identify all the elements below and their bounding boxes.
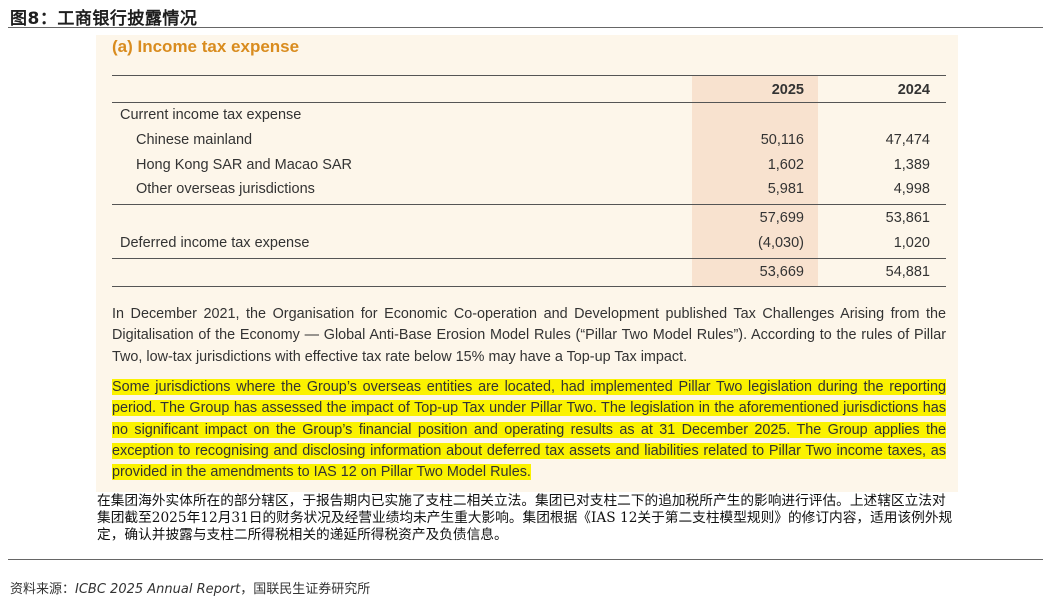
subtotal-row: 57,699 53,861 xyxy=(112,208,946,230)
figure-title: 图8：工商银行披露情况 xyxy=(10,9,198,29)
value-2024: 53,861 xyxy=(885,210,930,226)
top-divider xyxy=(8,27,1043,28)
chinese-translation: 在集团海外实体所在的部分辖区，于报告期内已实施了支柱二相关立法。集团已对支柱二下… xyxy=(97,493,953,543)
table-row: Other overseas jurisdictions 5,981 4,998 xyxy=(112,179,946,201)
row-label: Deferred income tax expense xyxy=(120,235,310,251)
table-row: Chinese mainland 50,116 47,474 xyxy=(112,130,946,152)
bottom-divider xyxy=(8,559,1043,560)
translation-box xyxy=(96,492,958,548)
value-2024: 1,020 xyxy=(893,235,930,251)
value-2025: 50,116 xyxy=(760,132,804,148)
table-row: Deferred income tax expense (4,030) 1,02… xyxy=(112,233,946,255)
current-year-column-shade xyxy=(692,75,818,286)
value-2024: 1,389 xyxy=(893,157,930,173)
row-label: Other overseas jurisdictions xyxy=(136,181,315,197)
source-suffix: ，国联民生证券研究所 xyxy=(240,582,371,597)
subtotal-rule xyxy=(112,204,946,205)
value-2024: 54,881 xyxy=(885,264,930,280)
source-note: 资料来源：ICBC 2025 Annual Report，国联民生证券研究所 xyxy=(10,578,370,597)
table-header-row: 2025 2024 xyxy=(112,80,946,102)
value-2025: (4,030) xyxy=(758,235,804,251)
source-report-title: ICBC 2025 Annual Report xyxy=(75,582,241,597)
highlighted-text: Some jurisdictions where the Group’s ove… xyxy=(112,379,946,481)
row-label: Chinese mainland xyxy=(136,132,253,148)
value-2025: 57,699 xyxy=(759,210,804,226)
table-row: Hong Kong SAR and Macao SAR 1,602 1,389 xyxy=(112,155,946,177)
value-2025: 5,981 xyxy=(767,181,804,197)
column-header-2025: 2025 xyxy=(771,82,804,98)
value-2024: 47,474 xyxy=(885,132,930,148)
column-header-2024: 2024 xyxy=(897,82,930,98)
table-bottom-rule xyxy=(112,286,946,287)
total-row: 53,669 54,881 xyxy=(112,262,946,284)
table-row: Current income tax expense xyxy=(112,105,946,127)
table-header-rule xyxy=(112,102,946,103)
row-label: Hong Kong SAR and Macao SAR xyxy=(136,157,353,173)
value-2025: 1,602 xyxy=(767,157,804,173)
section-heading: (a) Income tax expense xyxy=(112,37,300,56)
source-prefix: 资料来源： xyxy=(10,582,76,597)
pillar-two-impact-paragraph: Some jurisdictions where the Group’s ove… xyxy=(112,377,946,483)
table-top-rule xyxy=(112,75,946,76)
pillar-two-background-paragraph: In December 2021, the Organisation for E… xyxy=(112,306,946,365)
total-top-rule xyxy=(112,258,946,259)
row-label: Current income tax expense xyxy=(120,107,302,123)
value-2024: 4,998 xyxy=(893,181,930,197)
value-2025: 53,669 xyxy=(759,264,804,280)
